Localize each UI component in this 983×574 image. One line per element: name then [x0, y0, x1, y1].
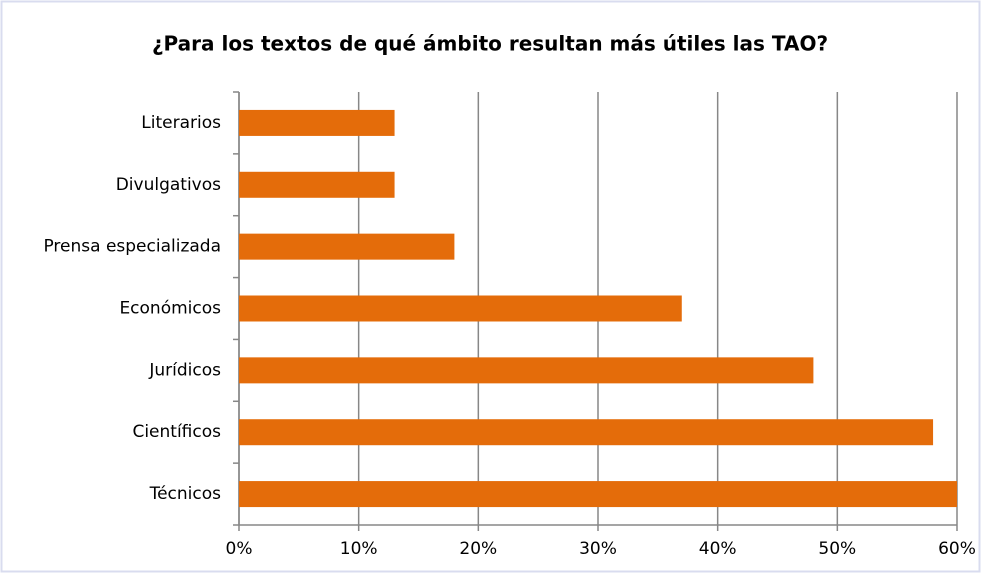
y-tick-label: Científicos: [132, 422, 221, 442]
x-tick-label: 60%: [938, 539, 976, 559]
y-tick-label: Económicos: [119, 299, 221, 319]
x-tick-label: 0%: [226, 539, 253, 559]
bar: [239, 233, 455, 260]
bar: [239, 109, 395, 136]
y-tick-label: Jurídicos: [148, 360, 221, 380]
bar: [239, 481, 957, 508]
x-tick-label: 40%: [699, 539, 737, 559]
y-tick-label: Divulgativos: [116, 175, 221, 195]
chart-title: ¿Para los textos de qué ámbito resultan …: [152, 32, 828, 56]
y-tick-label: Prensa especializada: [43, 237, 221, 257]
y-tick-label: Técnicos: [149, 484, 222, 504]
bar: [239, 171, 395, 198]
x-tick-label: 30%: [579, 539, 617, 559]
x-tick-label: 20%: [459, 539, 497, 559]
bar: [239, 295, 682, 322]
x-tick-label: 10%: [340, 539, 378, 559]
y-tick-label: Literarios: [141, 113, 221, 133]
x-tick-label: 50%: [818, 539, 856, 559]
bar: [239, 419, 934, 446]
bar: [239, 357, 814, 384]
